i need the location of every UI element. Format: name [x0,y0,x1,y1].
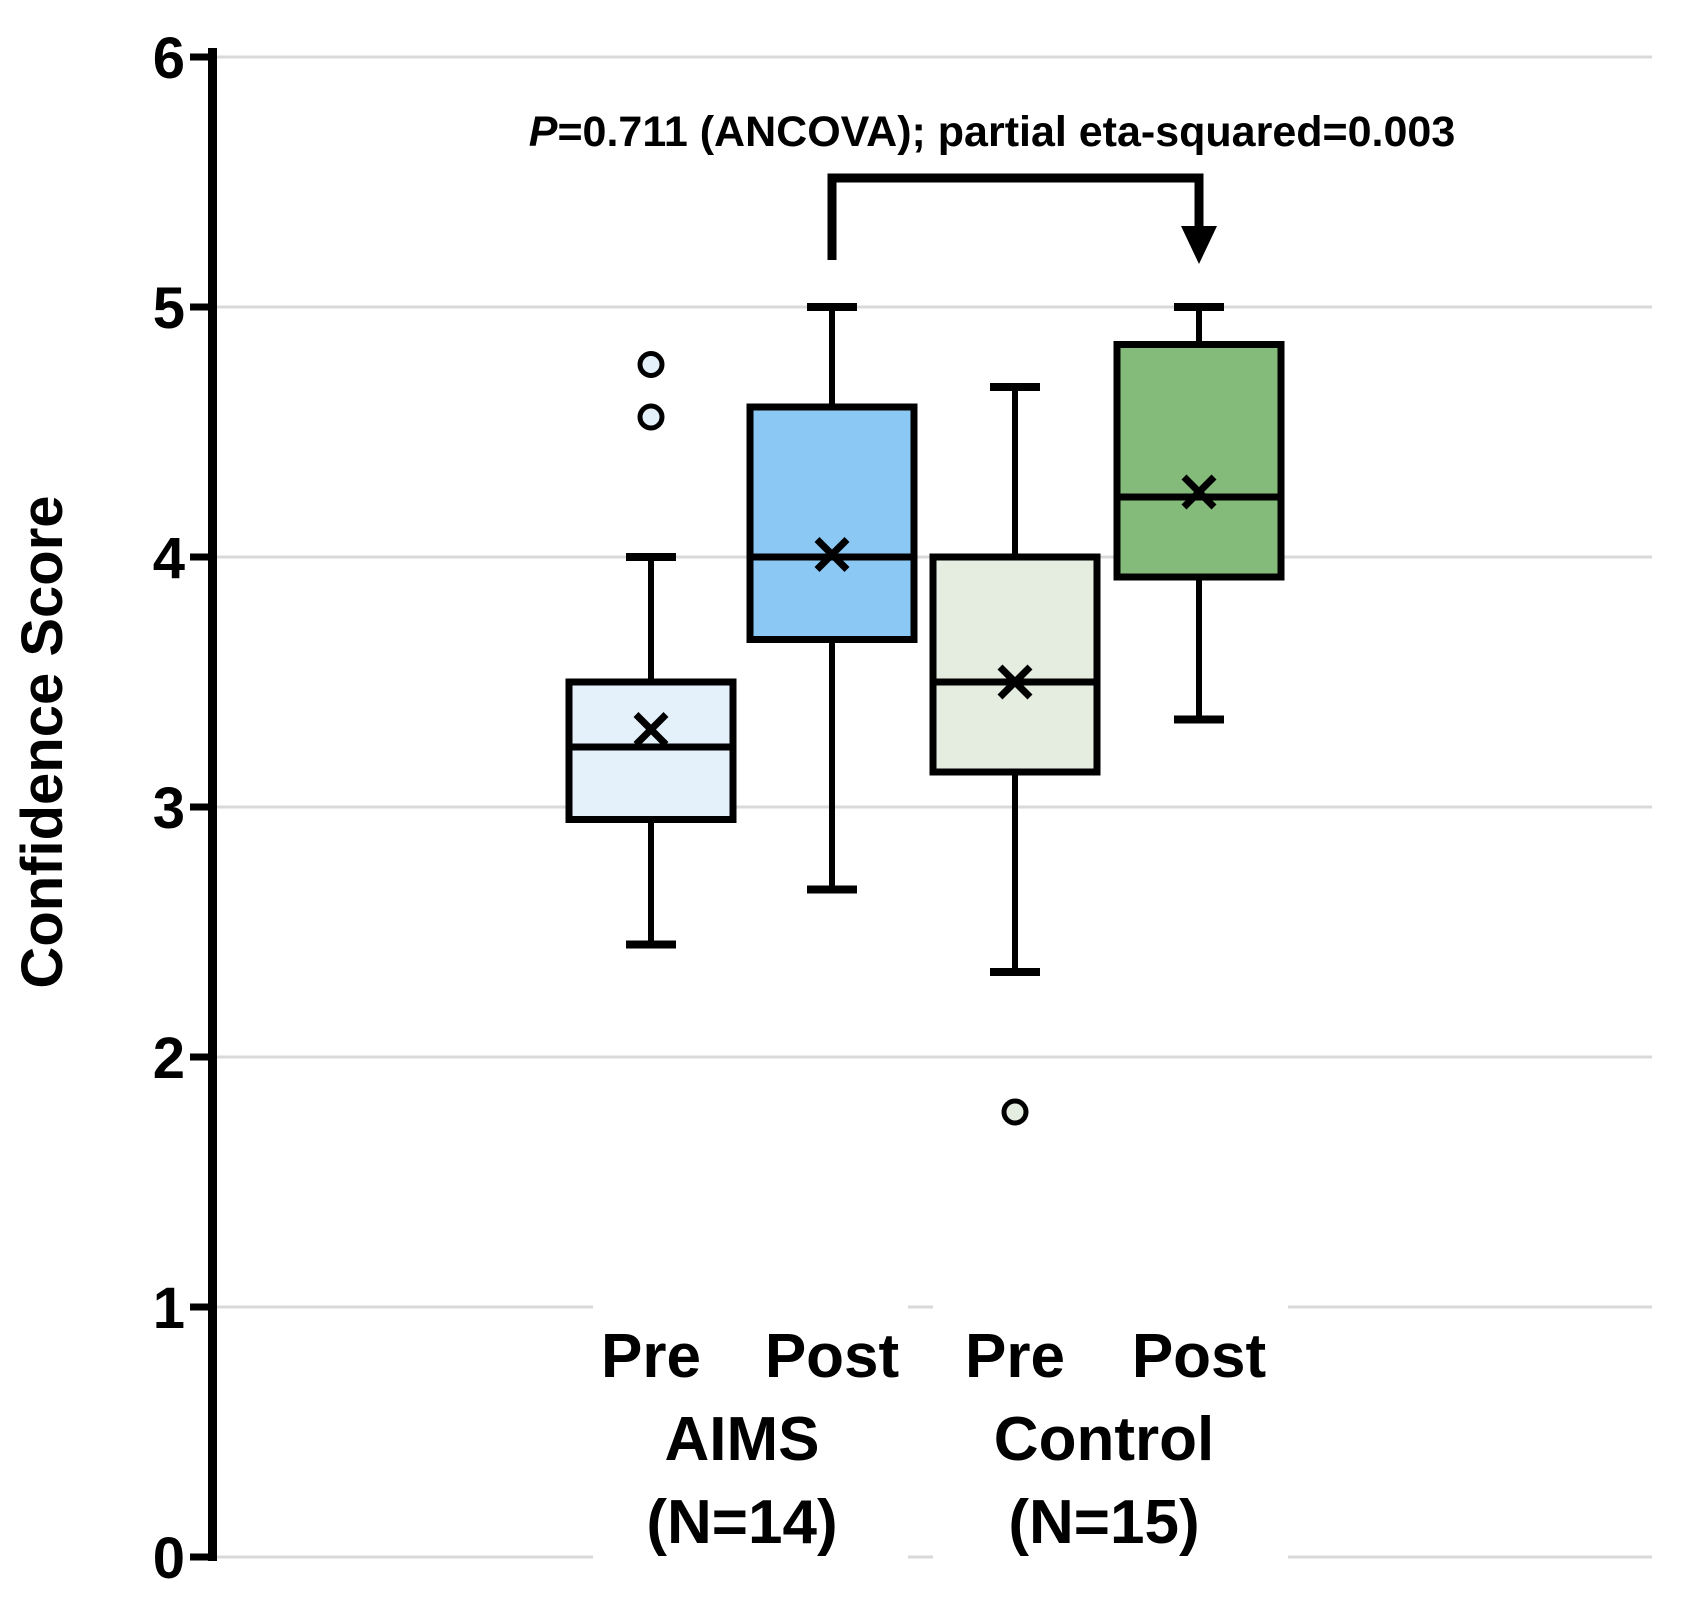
outlier-point [1001,1098,1029,1126]
x-label-post-control: Post [1132,1322,1266,1391]
outlier-point [637,403,665,431]
y-tick-label: 3 [153,776,185,841]
y-tick-label: 1 [153,1276,185,1341]
mean-marker [633,712,669,747]
comparison-bracket [827,173,1204,260]
outlier-point [637,351,665,378]
box-post-aims [746,403,918,643]
y-tick-label: 4 [153,526,185,591]
xlabel-background [593,1292,908,1568]
bracket-arrowhead-icon [1181,226,1217,264]
p-value-annotation-p: P [529,108,558,156]
xlabel-background [933,1292,1288,1568]
y-axis-title: Confidence Score [10,495,75,988]
y-tick-label: 2 [153,1026,185,1091]
cohort-label-control: Control [994,1405,1214,1474]
cohort-label-aims: AIMS [665,1405,820,1474]
p-value-annotation-text: =0.711 (ANCOVA); partial eta-squared=0.0… [557,108,1455,156]
mean-marker [814,537,850,572]
y-tick-label: 6 [153,26,185,91]
box-post-control [1113,341,1285,581]
mean-marker [1181,474,1217,510]
y-tick-label: 0 [153,1526,185,1591]
x-label-post-aims: Post [765,1322,899,1391]
x-label-pre-aims: Pre [601,1322,701,1391]
box-pre-control [929,553,1101,776]
cohort-n-label-control: (N=15) [1008,1488,1199,1557]
cohort-n-label-aims: (N=14) [646,1488,837,1557]
box-pre-aims [565,678,737,823]
y-tick-label: 5 [153,276,185,341]
mean-marker [997,664,1033,700]
x-label-pre-control: Pre [965,1322,1065,1391]
p-value-annotation: P=0.711 (ANCOVA); partial eta-squared=0.… [529,108,1455,156]
